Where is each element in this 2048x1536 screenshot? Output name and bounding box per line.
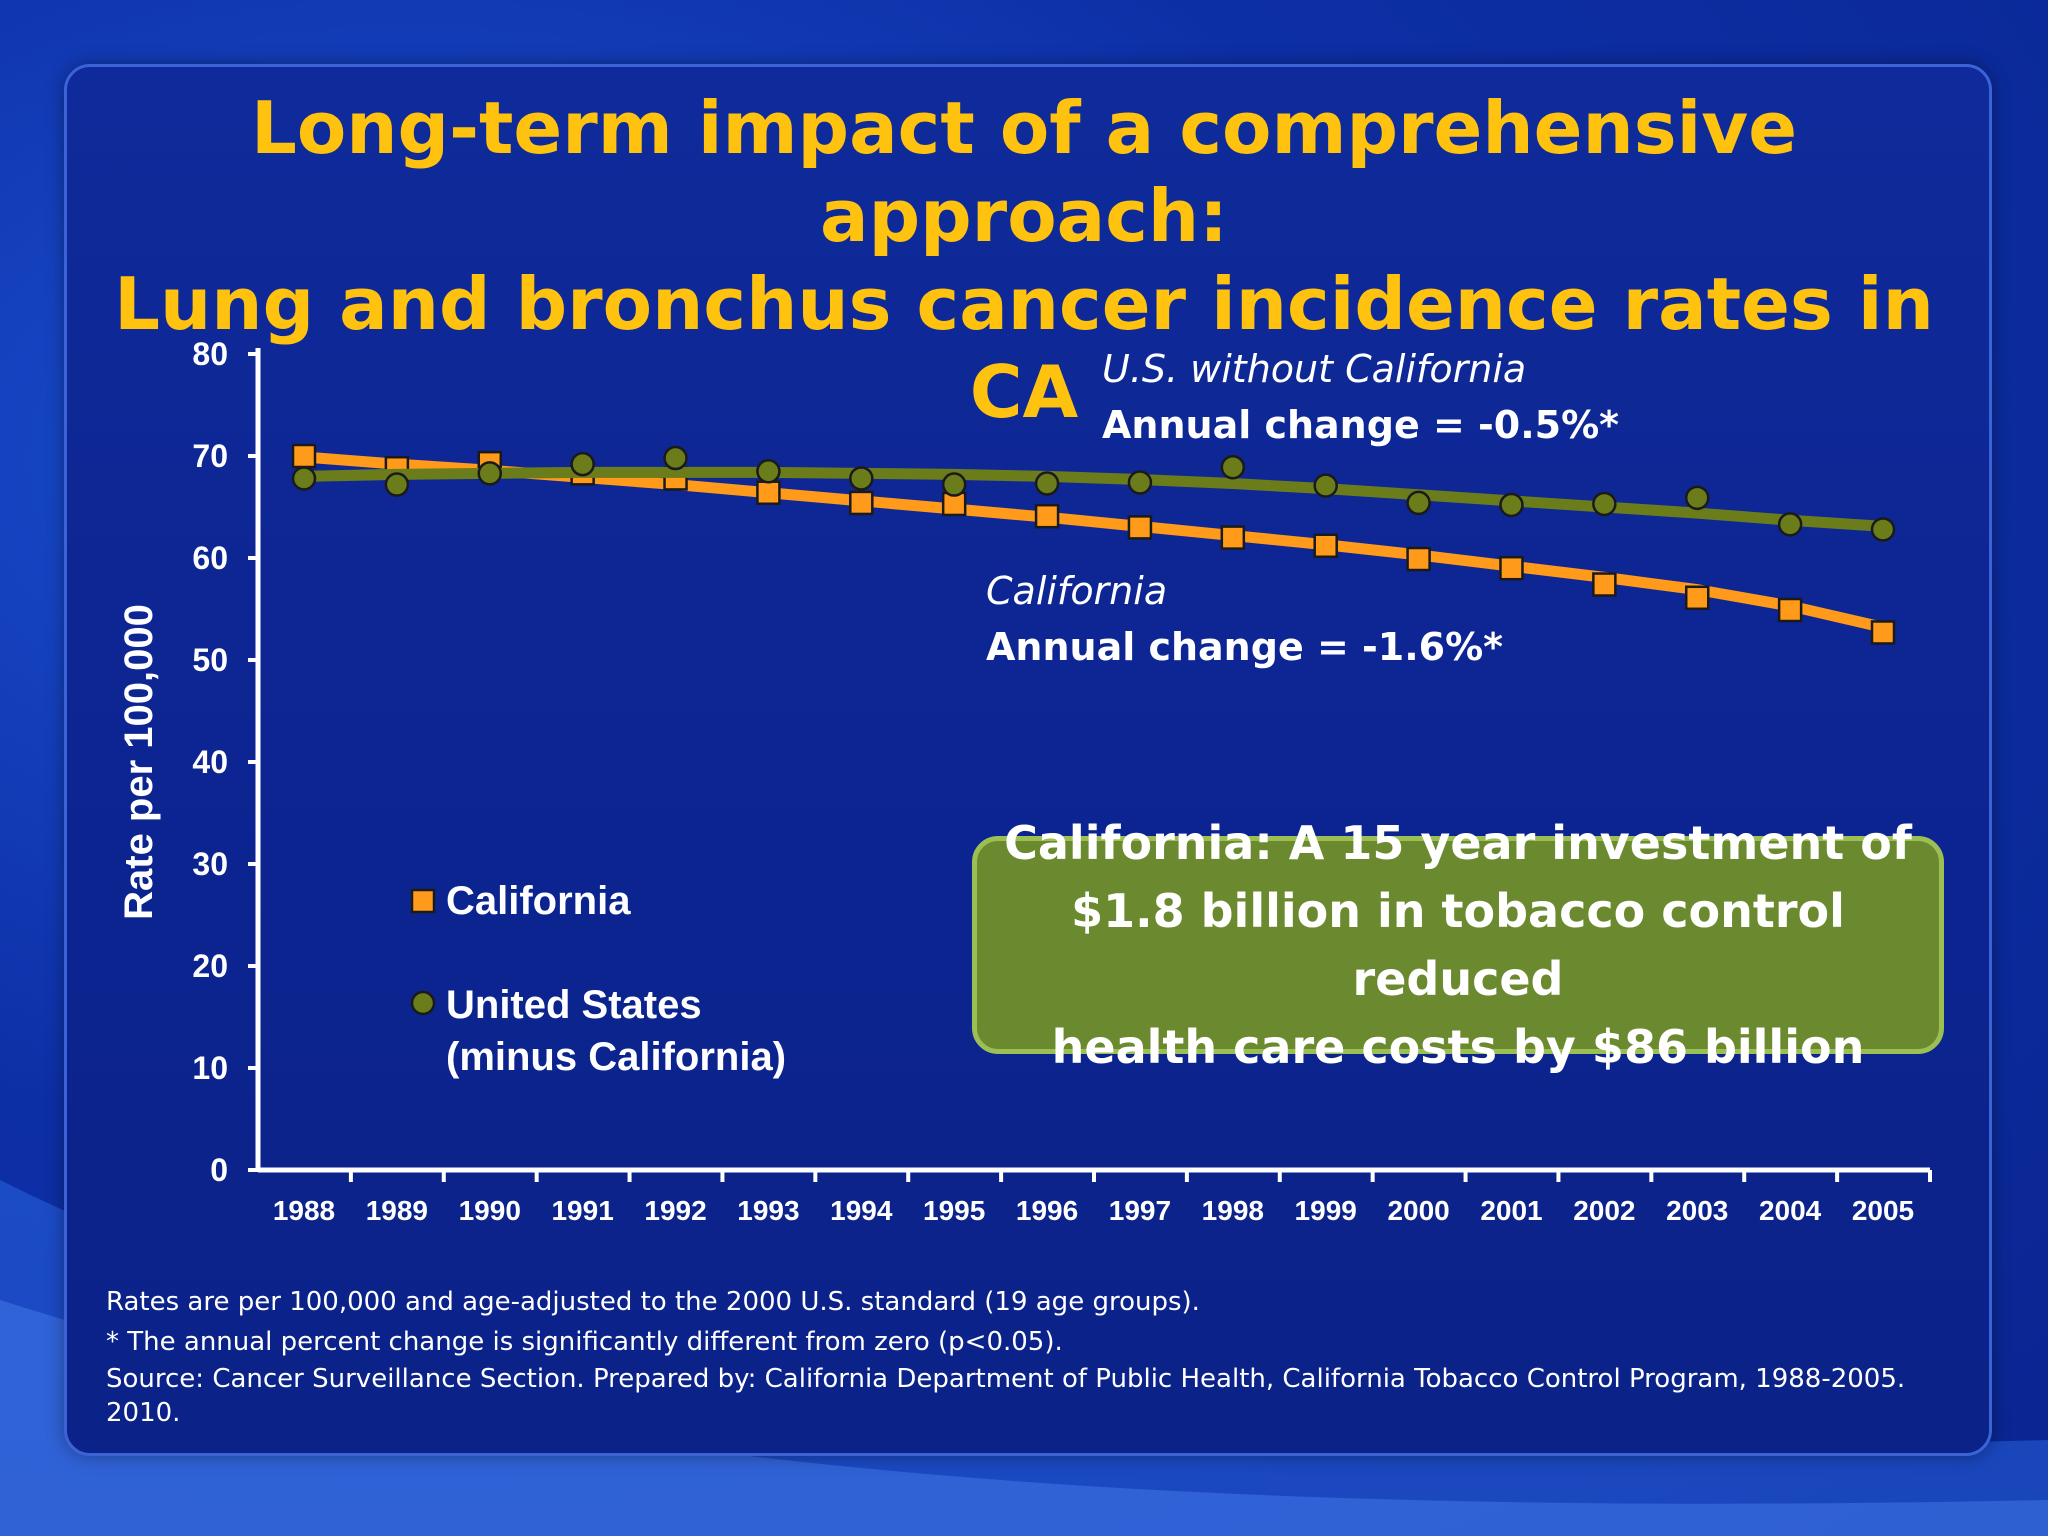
point-us [663,445,688,471]
legend-swatch-california [410,888,436,914]
x-tick-label: 1989 [366,1195,428,1226]
point-us [570,451,595,477]
point-us [1777,512,1803,537]
x-tick-label: 1997 [1109,1195,1171,1226]
y-tick-label: 20 [192,948,228,984]
point-us [1592,491,1617,517]
point-california [1034,503,1060,529]
investment-callout: California: A 15 year investment of $1.8… [972,816,1944,1074]
x-tick-label: 2003 [1666,1195,1728,1226]
point-us [1406,490,1431,516]
title-line-1: Long-term impact of a comprehensive appr… [250,86,1798,258]
trend-line-us [298,466,1889,532]
y-tick-label: 40 [192,744,228,780]
x-tick-label: 1999 [1295,1195,1357,1226]
point-us [291,466,317,491]
point-us [941,472,967,497]
y-tick-label: 70 [192,438,228,474]
x-tick-label: 2001 [1480,1195,1542,1226]
legend-label-california: California [446,879,631,923]
point-us [849,466,874,491]
point-california [1499,555,1524,581]
point-us [384,472,410,497]
point-california [1406,546,1431,572]
point-california [291,443,317,469]
x-tick-label: 2000 [1387,1195,1449,1226]
point-california [1777,597,1803,623]
point-us [1127,470,1153,495]
point-california [1313,533,1338,559]
x-tick-label: 1996 [1016,1195,1078,1226]
y-tick-label: 0 [210,1152,228,1188]
y-axis-title: Rate per 100,000 [117,604,161,920]
x-tick-label: 1995 [923,1195,985,1226]
point-us [1870,517,1896,542]
point-california [849,490,874,516]
footnote-source: Source: Cancer Surveillance Section. Pre… [106,1364,1906,1428]
x-tick-label: 1994 [830,1195,893,1226]
point-us [1034,471,1060,496]
y-tick-label: 30 [192,846,228,882]
x-tick-label: 2004 [1759,1195,1822,1226]
x-tick-label: 2005 [1852,1195,1914,1226]
x-tick-label: 1998 [1202,1195,1264,1226]
y-tick-label: 50 [192,642,228,678]
california-annotation-name: California [986,569,1167,613]
legend-label-us-line-2: (minus California) [446,1035,786,1079]
x-tick-label: 1988 [273,1195,335,1226]
x-tick-label: 1991 [551,1195,613,1226]
x-tick-label: 1993 [737,1195,799,1226]
point-california [1592,572,1617,597]
point-us [756,459,781,484]
footnote-rates: Rates are per 100,000 and age-adjusted t… [106,1287,1200,1317]
x-tick-label: 1992 [644,1195,706,1226]
y-tick-label: 10 [192,1050,228,1086]
point-california [1684,585,1710,611]
point-us [1499,492,1524,518]
point-california [1220,525,1246,550]
footnote-significance: * The annual percent change is significa… [106,1327,1063,1357]
point-us [1313,473,1338,498]
california-annotation-change: Annual change = -1.6%* [986,625,1503,669]
us-annotation-change: Annual change = -0.5%* [1102,403,1619,447]
legend-label-us-line-1: United States [446,983,702,1027]
slide-title: Long-term impact of a comprehensive appr… [70,84,1978,436]
point-california [756,480,781,505]
x-tick-label: 1990 [459,1195,521,1226]
footnotes: Rates are per 100,000 and age-adjusted t… [106,1282,1906,1430]
point-california [1870,620,1896,645]
title-line-2: Lung and bronchus cancer incidence rates… [114,262,1934,434]
y-tick-label: 80 [192,336,228,372]
point-california [1127,515,1153,540]
point-us [1220,454,1246,480]
point-us [1684,485,1710,511]
slide-panel [64,64,1992,1456]
x-tick-label: 2002 [1573,1195,1635,1226]
point-us [477,461,503,486]
legend-swatch-us [410,990,436,1016]
y-tick-label: 60 [192,540,228,576]
us-annotation-name: U.S. without California [1102,347,1526,391]
